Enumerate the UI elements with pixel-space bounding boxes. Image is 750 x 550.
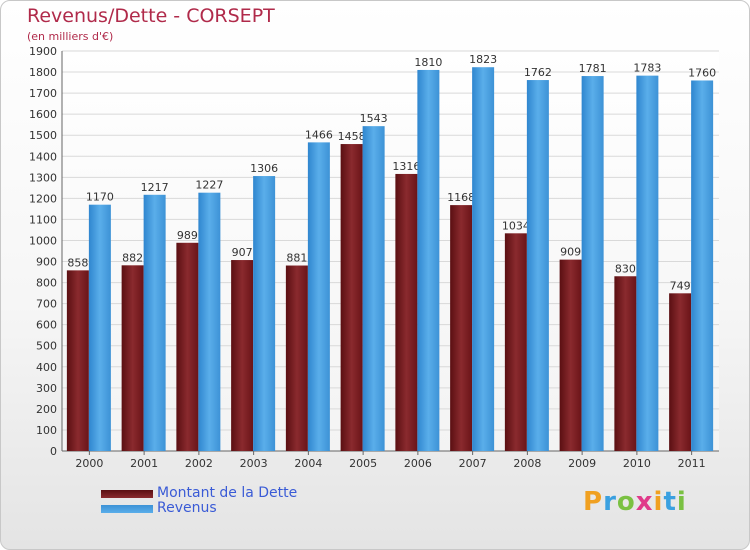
- bar-revenus: [198, 192, 221, 451]
- data-label: 749: [670, 279, 691, 292]
- y-tick-label: 200: [36, 403, 57, 416]
- x-tick-label: 2001: [130, 457, 158, 470]
- data-label: 1316: [392, 160, 420, 173]
- logo-letter: o: [616, 487, 636, 517]
- bar-revenus: [636, 75, 659, 451]
- data-label: 1760: [688, 66, 716, 79]
- data-label: 882: [122, 251, 143, 264]
- legend-swatch-revenus: [101, 505, 153, 513]
- bar-dette: [669, 293, 692, 451]
- bar-revenus: [581, 76, 604, 451]
- bar-dette: [285, 265, 308, 451]
- data-label: 1034: [502, 219, 530, 232]
- y-tick-label: 1400: [29, 150, 57, 163]
- y-tick-label: 0: [50, 445, 57, 458]
- y-tick-label: 600: [36, 319, 57, 332]
- bar-revenus: [143, 194, 166, 451]
- x-tick-label: 2003: [240, 457, 268, 470]
- data-label: 858: [67, 256, 88, 269]
- x-tick-label: 2005: [349, 457, 377, 470]
- logo-letter: t: [663, 487, 677, 517]
- x-tick-label: 2006: [404, 457, 432, 470]
- x-tick-label: 2008: [513, 457, 541, 470]
- data-label: 907: [232, 246, 253, 259]
- legend-label-revenus: Revenus: [157, 500, 217, 516]
- y-tick-label: 1700: [29, 87, 57, 100]
- y-tick-label: 700: [36, 298, 57, 311]
- x-tick-label: 2002: [185, 457, 213, 470]
- y-tick-label: 1200: [29, 192, 57, 205]
- bar-dette: [340, 144, 363, 452]
- data-label: 1781: [579, 62, 607, 75]
- logo-letter: i: [653, 487, 664, 517]
- y-tick-label: 500: [36, 340, 57, 353]
- data-label: 1217: [141, 181, 169, 194]
- y-tick-label: 1800: [29, 66, 57, 79]
- bar-revenus: [253, 176, 276, 452]
- proxiti-logo: Proxiti: [583, 487, 687, 517]
- bar-revenus: [88, 204, 111, 451]
- data-label: 1458: [338, 130, 366, 143]
- data-label: 1306: [250, 162, 278, 175]
- logo-letter: i: [676, 487, 687, 517]
- logo-letter: P: [583, 487, 604, 517]
- data-label: 1168: [447, 191, 475, 204]
- bar-dette: [504, 233, 527, 451]
- y-tick-label: 1600: [29, 108, 57, 121]
- data-label: 881: [286, 252, 307, 265]
- data-label: 830: [615, 262, 636, 275]
- data-label: 1170: [86, 191, 114, 204]
- bar-revenus: [472, 67, 495, 452]
- legend-swatch-debt: [101, 490, 153, 498]
- chart-title: Revenus/Dette - CORSEPT: [27, 5, 275, 27]
- data-label: 1810: [414, 56, 442, 69]
- legend-label-debt: Montant de la Dette: [157, 485, 298, 501]
- bar-dette: [66, 270, 89, 451]
- bar-revenus: [417, 69, 440, 452]
- y-tick-label: 400: [36, 361, 57, 374]
- x-tick-label: 2004: [294, 457, 322, 470]
- data-label: 1543: [360, 112, 388, 125]
- y-tick-label: 800: [36, 277, 57, 290]
- bar-dette: [176, 242, 199, 451]
- data-label: 1823: [469, 53, 497, 66]
- bar-dette: [450, 205, 473, 451]
- logo-letter: r: [603, 487, 617, 517]
- data-label: 1783: [633, 62, 661, 75]
- x-tick-label: 2011: [678, 457, 706, 470]
- x-tick-label: 2010: [623, 457, 651, 470]
- y-tick-label: 1900: [29, 45, 57, 58]
- x-tick-label: 2000: [75, 457, 103, 470]
- x-tick-label: 2009: [568, 457, 596, 470]
- chart-subtitle: (en milliers d'€): [27, 30, 114, 43]
- plot-area: [62, 51, 719, 451]
- y-tick-label: 100: [36, 424, 57, 437]
- data-label: 1466: [305, 128, 333, 141]
- y-tick-label: 1000: [29, 234, 57, 247]
- y-tick-label: 1100: [29, 213, 57, 226]
- bar-revenus: [691, 80, 714, 451]
- data-label: 909: [560, 246, 581, 259]
- logo-letter: x: [635, 487, 654, 517]
- data-label: 989: [177, 229, 198, 242]
- bar-revenus: [307, 142, 330, 452]
- y-tick-label: 900: [36, 256, 57, 269]
- data-label: 1227: [195, 179, 223, 192]
- data-label: 1762: [524, 66, 552, 79]
- y-tick-label: 1300: [29, 171, 57, 184]
- bar-dette: [559, 259, 582, 451]
- y-tick-label: 300: [36, 382, 57, 395]
- y-tick-label: 1500: [29, 129, 57, 142]
- x-tick-label: 2007: [459, 457, 487, 470]
- bar-dette: [121, 265, 144, 451]
- bar-revenus: [526, 80, 549, 451]
- bar-revenus: [362, 126, 385, 451]
- bar-dette: [614, 276, 637, 451]
- bar-dette: [231, 260, 254, 451]
- bar-dette: [395, 173, 418, 451]
